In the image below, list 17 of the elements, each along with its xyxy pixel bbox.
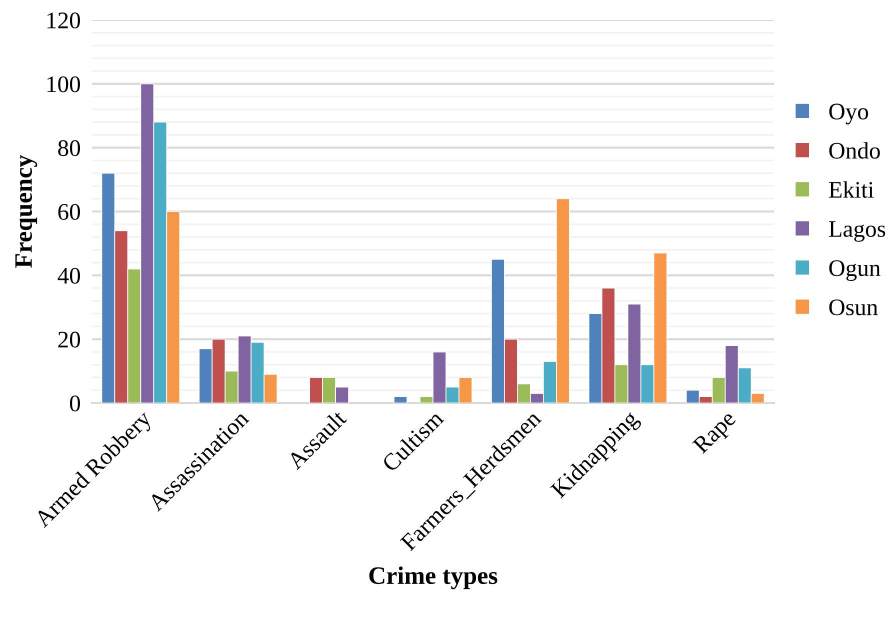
legend-label: Ogun [829, 260, 880, 281]
y-tick-label: 0 [70, 395, 80, 412]
y-tick-label: 20 [58, 332, 80, 348]
legend-label: Oyo [829, 104, 868, 124]
y-tick-label: 80 [58, 140, 80, 156]
y-axis-title: Frequency [15, 155, 38, 268]
legend-label: Lagos [828, 221, 886, 242]
x-tick-label: Rape [692, 410, 740, 458]
legend-label: Ekiti [828, 181, 874, 198]
legend-label: Osun [829, 299, 878, 316]
legend-label: Ondo [829, 142, 880, 159]
y-tick-label: 100 [48, 76, 80, 92]
bar [394, 396, 408, 403]
y-tick-label: 60 [58, 204, 80, 220]
x-axis-title: Crime types [369, 566, 498, 590]
y-tick-label: 40 [58, 268, 80, 284]
y-tick-label: 120 [48, 12, 80, 28]
